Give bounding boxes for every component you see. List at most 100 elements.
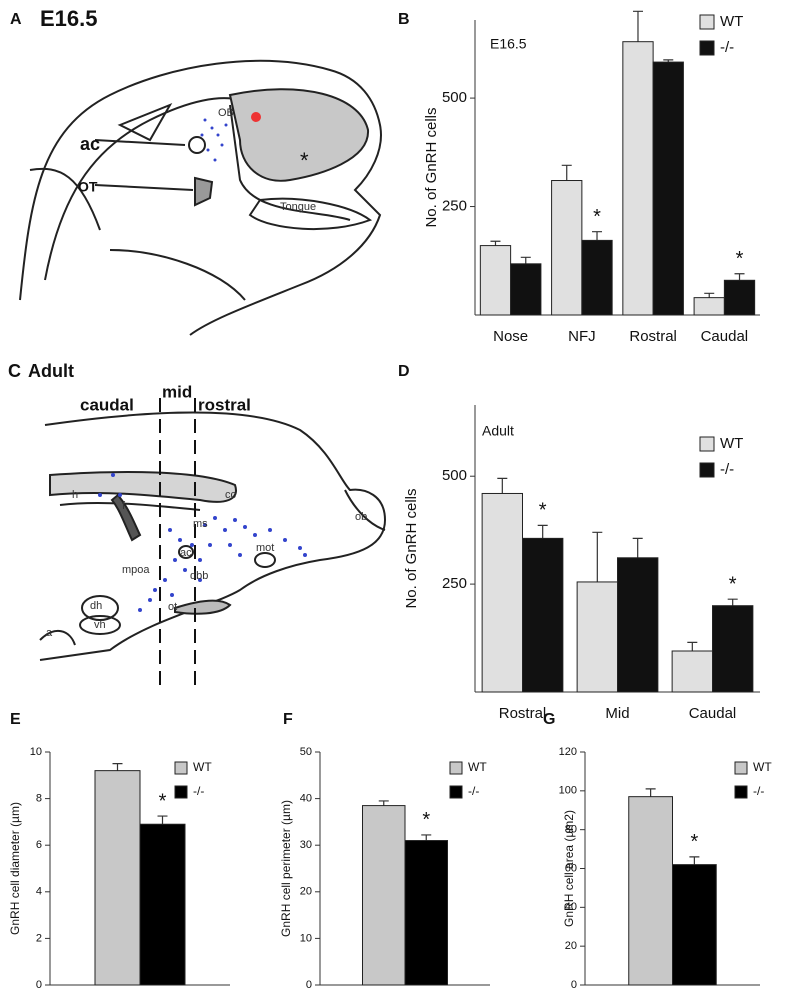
brain-outline <box>39 411 387 661</box>
head-outline <box>19 59 382 336</box>
y-tick-label: 50 <box>300 746 312 758</box>
legend-label: WT <box>720 13 743 30</box>
legend-label: WT <box>468 760 487 774</box>
diagram-label: ac <box>80 134 100 154</box>
y-tick-label: 10 <box>300 932 312 944</box>
bar <box>723 279 756 316</box>
bar <box>581 239 613 316</box>
bar <box>479 245 512 316</box>
bar <box>576 581 618 693</box>
nasal-cavity <box>228 88 370 182</box>
ac-structure <box>188 136 206 154</box>
legend-swatch <box>174 761 188 775</box>
y-tick-label: 0 <box>306 979 312 991</box>
legend-swatch <box>174 785 188 799</box>
chart-title: E16.5 <box>490 36 527 52</box>
ventricle <box>117 103 173 142</box>
x-tick-label: NFJ <box>568 328 596 345</box>
legend-swatch <box>449 785 463 799</box>
x-tick-label: Caudal <box>701 328 749 345</box>
diagram-label: dh <box>90 600 102 612</box>
y-tick-label: 250 <box>442 575 467 592</box>
x-tick-label: Rostral <box>499 705 547 722</box>
bar <box>510 263 542 316</box>
ot-structure <box>174 599 232 615</box>
legend-label: WT <box>193 760 212 774</box>
bar <box>522 537 564 693</box>
significance-marker: * <box>539 500 547 522</box>
legend-label: -/- <box>720 461 734 478</box>
y-tick-label: 500 <box>442 467 467 484</box>
y-tick-label: 40 <box>565 901 577 913</box>
bar <box>712 605 754 693</box>
ob-outline <box>344 489 386 531</box>
y-tick-label: 8 <box>36 793 42 805</box>
panel-title: Adult <box>28 361 74 381</box>
diagram-label: ob <box>355 511 367 523</box>
diagram-label: vh <box>94 619 106 631</box>
diagram-label: OT <box>78 179 98 195</box>
significance-marker: * <box>159 790 167 812</box>
red-marker <box>251 112 261 122</box>
panel-label: A <box>10 11 22 28</box>
y-tick-label: 0 <box>36 979 42 991</box>
diagram-label: Tongue <box>280 201 316 213</box>
legend-label: -/- <box>720 39 734 56</box>
y-axis-label: No. of GnRH cells <box>423 107 440 227</box>
diagram-label: ms <box>193 518 208 530</box>
y-tick-label: 120 <box>559 746 577 758</box>
legend-swatch <box>699 14 715 30</box>
blue-dots-c <box>98 473 307 612</box>
x-tick-label: Mid <box>605 705 629 722</box>
outline-detail <box>29 167 246 301</box>
y-axis-label: GnRH cell perimeter (µm) <box>279 800 293 937</box>
diagram-label: dbb <box>190 570 208 582</box>
bar <box>139 823 186 986</box>
panel-title: E16.5 <box>40 6 98 31</box>
inner-line <box>59 501 201 511</box>
bar <box>481 492 523 693</box>
legend-label: WT <box>753 760 772 774</box>
significance-marker: * <box>729 573 737 595</box>
x-tick-label: Nose <box>493 328 528 345</box>
significance-marker: * <box>593 206 601 228</box>
panel-label: D <box>398 363 410 380</box>
y-tick-label: 30 <box>300 839 312 851</box>
legend-swatch <box>734 785 748 799</box>
diagram-label: ac <box>180 547 192 559</box>
panel-label: G <box>543 711 555 728</box>
y-tick-label: 20 <box>565 940 577 952</box>
significance-marker: * <box>690 831 698 853</box>
diagram-label: cc <box>225 489 237 501</box>
significance-marker: * <box>422 809 430 831</box>
legend-swatch <box>449 761 463 775</box>
diagram-label: f <box>122 500 126 512</box>
legend-label: -/- <box>753 784 764 798</box>
blue-dots-a <box>200 118 228 162</box>
region-dividers <box>159 398 196 690</box>
palate <box>229 104 351 221</box>
bar <box>404 840 448 986</box>
mot-structure <box>254 552 276 568</box>
panel-label: E <box>10 711 21 728</box>
bar <box>622 41 654 316</box>
bar <box>671 650 713 693</box>
brain-outline <box>44 97 241 281</box>
ot-structure <box>194 176 214 207</box>
y-axis-label: GnRH cell area (µm2) <box>562 810 576 927</box>
y-tick-label: 0 <box>571 979 577 991</box>
vh-structure <box>79 615 121 635</box>
legend-label: -/- <box>468 784 479 798</box>
region-label: caudal <box>80 395 134 414</box>
diagram-label: h <box>72 489 78 501</box>
legend-swatch <box>699 462 715 478</box>
dh-structure <box>81 595 119 621</box>
bar <box>617 557 659 693</box>
y-tick-label: 60 <box>565 862 577 874</box>
pointer-arrows <box>94 139 194 191</box>
region-label: mid <box>162 382 192 401</box>
x-tick-label: Caudal <box>689 705 737 722</box>
x-tick-label: Rostral <box>629 328 677 345</box>
y-tick-label: 4 <box>36 886 42 898</box>
bar <box>628 796 673 986</box>
